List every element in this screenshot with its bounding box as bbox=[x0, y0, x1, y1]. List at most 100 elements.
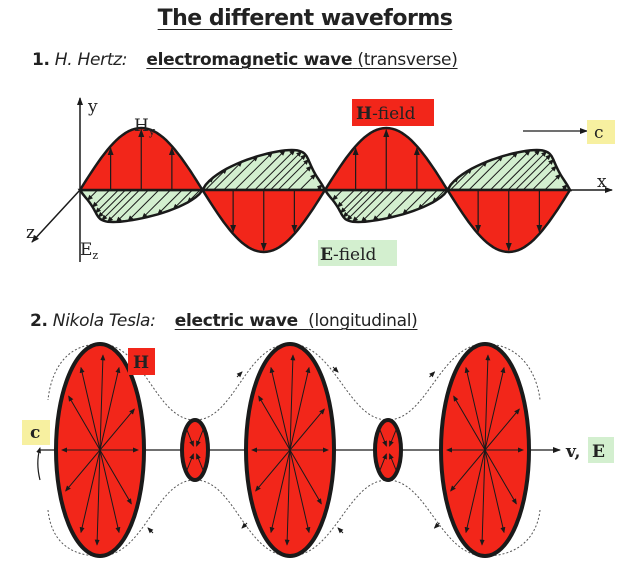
radial-field-arrow bbox=[79, 366, 101, 451]
e-vector-arrow bbox=[205, 168, 228, 190]
magnetic-field-line bbox=[484, 509, 541, 557]
radial-field-arrow bbox=[484, 449, 506, 534]
radial-field-arrow bbox=[289, 354, 296, 451]
e-field-outline bbox=[322, 188, 451, 224]
e-vector-arrow bbox=[115, 190, 149, 222]
e-vector-arrow bbox=[342, 190, 371, 218]
e-field-vectors bbox=[86, 190, 203, 222]
radial-field-arrow bbox=[99, 408, 135, 451]
c-arrow bbox=[36, 447, 41, 481]
inward-field-arrow bbox=[379, 429, 387, 447]
radial-field-arrow bbox=[289, 366, 311, 451]
radial-field-arrow bbox=[269, 449, 291, 534]
radial-field-arrow bbox=[65, 449, 101, 492]
e-vector-arrow bbox=[213, 160, 243, 190]
e-vector-arrow bbox=[352, 190, 385, 222]
c-label: c bbox=[30, 423, 40, 443]
e-vector-arrow bbox=[468, 155, 504, 190]
radial-field-arrow bbox=[79, 449, 101, 534]
e-vector-arrow bbox=[141, 190, 171, 219]
e-field-outline bbox=[445, 148, 573, 192]
e-vector-arrow bbox=[127, 190, 160, 222]
c-label-box bbox=[22, 420, 50, 445]
inward-field-arrow bbox=[196, 453, 204, 471]
radial-field-arrow bbox=[484, 408, 520, 451]
v-label: v, bbox=[565, 442, 580, 462]
e-label-box bbox=[588, 437, 614, 463]
radial-field-arrow bbox=[484, 354, 491, 451]
e-vector-arrow bbox=[287, 165, 312, 190]
radial-field-arrow bbox=[99, 366, 121, 451]
e-vector-arrow bbox=[507, 150, 548, 190]
field-arrow bbox=[433, 522, 440, 529]
e-vector-arrow bbox=[95, 190, 119, 214]
radial-field-arrow bbox=[464, 449, 486, 534]
e-field-label-box bbox=[318, 240, 397, 266]
e-vector-arrow bbox=[544, 173, 562, 190]
e-vector-arrow bbox=[372, 190, 405, 222]
radial-field-arrow bbox=[464, 366, 486, 451]
e-vector-arrow bbox=[514, 154, 552, 190]
e-label: E bbox=[592, 442, 605, 462]
e-vector-arrow bbox=[458, 160, 488, 190]
e-vector-arrow bbox=[172, 190, 193, 210]
e-vector-arrow bbox=[522, 158, 555, 190]
inward-field-arrow bbox=[389, 453, 397, 471]
section2-heading: 2. Nikola Tesla: electric wave (longitud… bbox=[30, 311, 418, 331]
magnetic-field-line bbox=[484, 343, 541, 401]
e-vector-arrow bbox=[107, 190, 140, 222]
e-vector-arrow bbox=[254, 150, 296, 190]
field-arrow bbox=[337, 527, 344, 534]
inward-field-arrow bbox=[186, 453, 194, 471]
radial-field-arrow bbox=[289, 449, 322, 505]
radial-field-arrow bbox=[94, 449, 101, 546]
ez-label: Ez bbox=[80, 240, 98, 262]
e-vector-arrow bbox=[386, 190, 416, 219]
radial-field-arrow bbox=[255, 449, 291, 492]
field-arrow bbox=[236, 371, 243, 378]
e-field-label: E-field bbox=[320, 245, 377, 265]
radial-field-arrow bbox=[68, 395, 101, 451]
longitudinal-wave-diagram bbox=[36, 342, 561, 558]
radial-field-arrow bbox=[289, 408, 325, 451]
field-vortex-small bbox=[373, 418, 403, 482]
e-vector-arrow bbox=[97, 190, 126, 218]
e-field-vectors bbox=[447, 150, 568, 190]
e-vector-arrow bbox=[331, 190, 344, 201]
section1-heading: 1. H. Hertz: electromagnetic wave (trans… bbox=[32, 50, 458, 70]
radial-field-arrow bbox=[453, 395, 486, 451]
speed-label: c bbox=[594, 123, 604, 143]
h-field-label-box bbox=[352, 99, 434, 126]
radial-field-arrow bbox=[99, 449, 121, 534]
page-title: The different waveforms bbox=[157, 6, 453, 31]
e-vector-arrow bbox=[336, 190, 355, 208]
x-axis-label: x bbox=[597, 172, 607, 192]
e-vector-arrow bbox=[417, 190, 438, 210]
speed-label-box bbox=[587, 120, 615, 144]
e-vector-arrow bbox=[86, 190, 99, 201]
e-vector-arrow bbox=[402, 190, 428, 215]
e-vector-arrow bbox=[91, 190, 110, 208]
e-vector-arrow bbox=[244, 150, 286, 190]
e-vector-arrow bbox=[269, 154, 307, 190]
e-vector-arrow bbox=[262, 150, 303, 190]
e-vector-arrow bbox=[299, 173, 317, 190]
radial-field-arrow bbox=[99, 354, 106, 451]
e-vector-arrow bbox=[360, 190, 394, 222]
z-axis-label: z bbox=[26, 223, 35, 243]
e-vector-arrow bbox=[489, 150, 531, 190]
radial-field-arrow bbox=[484, 449, 517, 505]
e-vector-arrow bbox=[101, 190, 133, 221]
e-vector-arrow bbox=[234, 151, 274, 190]
radial-field-arrow bbox=[269, 366, 291, 451]
field-arrow bbox=[241, 522, 248, 529]
e-vector-arrow bbox=[499, 150, 541, 190]
z-axis bbox=[31, 189, 81, 243]
field-arrow bbox=[332, 366, 339, 373]
radial-field-arrow bbox=[479, 449, 486, 546]
inward-field-arrow bbox=[186, 429, 194, 447]
y-axis-label: y bbox=[87, 97, 98, 117]
hy-label: Hy bbox=[134, 116, 156, 138]
inward-field-arrow bbox=[389, 429, 397, 447]
